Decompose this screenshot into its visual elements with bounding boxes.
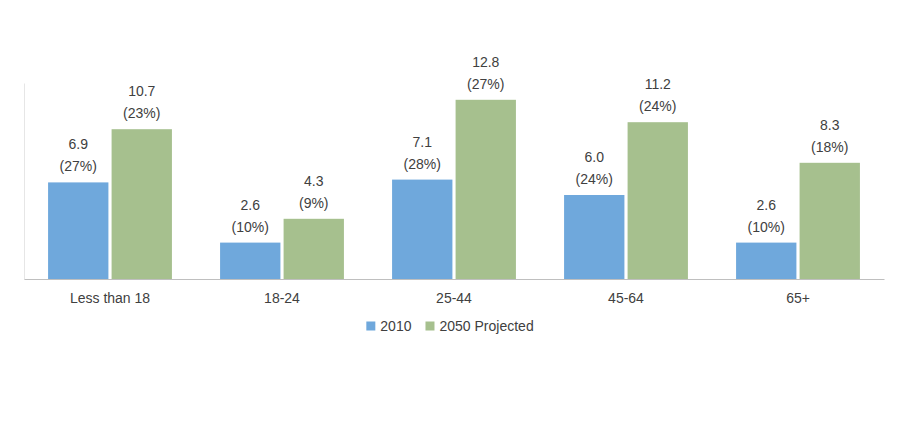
value-label: 6.0 [585, 149, 605, 165]
legend: 2010 2050 Projected [366, 318, 533, 334]
x-tick-label: 18-24 [264, 290, 300, 306]
x-tick-label: 45-64 [608, 290, 644, 306]
y-axis [24, 84, 25, 280]
share-label: (9%) [299, 195, 329, 211]
x-tick: 25-44 [436, 290, 472, 306]
x-axis: Less than 18 18-24 25-44 45-64 65+ [25, 280, 885, 306]
value-label: 8.3 [820, 117, 840, 133]
x-tick-label: 25-44 [436, 290, 472, 306]
x-tick: 45-64 [608, 290, 644, 306]
chart: Less than 18 18-24 25-44 45-64 65+ 6.9 (27%) 2.… [0, 0, 900, 432]
share-label: (23%) [123, 105, 160, 121]
bar [48, 182, 108, 279]
bar [392, 180, 452, 279]
x-tick-label: Less than 18 [70, 290, 150, 306]
legend-swatch [366, 322, 375, 331]
y-axis-line [24, 84, 25, 280]
share-label: (10%) [232, 219, 269, 235]
value-label: 7.1 [413, 134, 433, 150]
legend-label: 2010 [380, 318, 411, 334]
value-label: 2.6 [241, 197, 261, 213]
bar [564, 195, 624, 279]
x-tick-label: 65+ [786, 290, 810, 306]
bar [456, 100, 516, 279]
share-label: (24%) [639, 98, 676, 114]
bar [112, 129, 172, 279]
value-label: 12.8 [472, 54, 499, 70]
bar [736, 243, 796, 279]
legend-item: 2050 Projected [425, 318, 533, 334]
legend-swatch [425, 322, 434, 331]
legend-item: 2010 [366, 318, 411, 334]
data-labels: 6.9 (27%) 2.6 (10%) 7.1 (28%) 6.0 (24%) 2.6 (10%)… [60, 54, 849, 235]
share-label: (27%) [467, 76, 504, 92]
value-label: 6.9 [69, 136, 89, 152]
x-tick: 65+ [786, 290, 810, 306]
value-label: 10.7 [128, 83, 155, 99]
share-label: (28%) [404, 156, 441, 172]
bar-series [112, 100, 860, 279]
share-label: (24%) [576, 171, 613, 187]
bar [220, 243, 280, 279]
bars [48, 100, 860, 279]
value-label: 2.6 [757, 197, 777, 213]
x-tick: 18-24 [264, 290, 300, 306]
bar [628, 122, 688, 279]
value-label: 4.3 [304, 173, 324, 189]
legend-label: 2050 Projected [439, 318, 533, 334]
share-label: (27%) [60, 158, 97, 174]
x-tick: Less than 18 [70, 290, 150, 306]
share-label: (18%) [811, 139, 848, 155]
x-axis-line [25, 279, 885, 280]
bar [800, 163, 860, 279]
value-label: 11.2 [645, 76, 671, 92]
bar [284, 219, 344, 279]
share-label: (10%) [748, 219, 785, 235]
